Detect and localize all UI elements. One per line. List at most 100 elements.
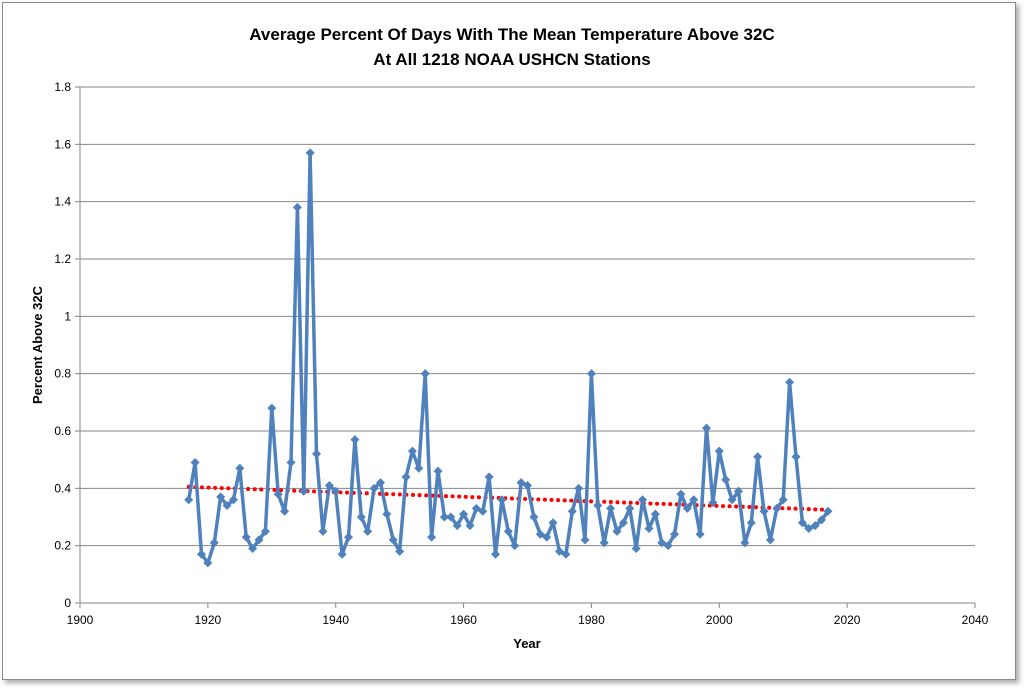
x-tick-label: 1900 xyxy=(67,613,94,627)
trendline xyxy=(186,484,830,512)
data-point-marker xyxy=(312,449,322,459)
data-point-marker xyxy=(516,478,526,488)
data-point-marker xyxy=(785,377,795,387)
data-point-marker xyxy=(817,515,827,525)
data-point-marker xyxy=(567,506,577,516)
data-point-marker xyxy=(216,492,226,502)
data-point-marker xyxy=(459,509,469,519)
data-point-marker xyxy=(625,503,635,513)
data-point-marker xyxy=(235,463,245,473)
data-point-marker xyxy=(184,495,194,505)
y-tick-label: 1.2 xyxy=(54,252,71,266)
data-point-marker xyxy=(778,495,788,505)
data-point-marker xyxy=(324,480,334,490)
data-point-marker xyxy=(203,558,213,568)
data-point-marker xyxy=(580,535,590,545)
data-point-marker xyxy=(273,489,283,499)
data-point-marker xyxy=(797,518,807,528)
y-tick-labels: 0 0.2 0.4 0.6 0.8 1 1.2 1.4 1.6 1.8 xyxy=(54,80,71,610)
data-point-marker xyxy=(593,501,603,511)
data-point-marker xyxy=(574,483,584,493)
y-tick-label: 0.8 xyxy=(54,367,71,381)
data-point-marker xyxy=(631,544,641,554)
data-point-marker xyxy=(702,423,711,433)
y-tick-label: 0.4 xyxy=(54,481,71,495)
data-point-marker xyxy=(644,523,654,533)
data-point-marker xyxy=(292,202,302,212)
y-axis-label: Percent Above 32C xyxy=(30,285,45,404)
data-point-marker xyxy=(638,495,648,505)
data-point-marker xyxy=(375,478,385,488)
data-point-marker xyxy=(363,526,373,536)
y-tick-label: 0.6 xyxy=(54,424,71,438)
data-point-marker xyxy=(248,544,258,554)
data-point-marker xyxy=(772,503,782,513)
data-point-marker xyxy=(331,486,341,496)
data-point-marker xyxy=(714,446,724,456)
data-point-marker xyxy=(740,538,750,548)
data-point-marker xyxy=(484,472,494,482)
data-point-marker xyxy=(350,435,360,445)
data-point-marker xyxy=(344,532,353,542)
data-point-marker xyxy=(395,546,405,556)
data-point-marker xyxy=(548,518,558,528)
data-point-marker xyxy=(746,518,756,528)
x-tick-label: 2040 xyxy=(962,613,989,627)
data-point-marker xyxy=(753,452,763,462)
data-point-marker xyxy=(618,518,628,528)
data-point-marker xyxy=(554,546,564,556)
data-point-marker xyxy=(708,498,718,508)
data-point-marker xyxy=(586,369,596,379)
y-tick-label: 1.6 xyxy=(54,137,71,151)
data-point-marker xyxy=(491,549,501,559)
data-point-marker xyxy=(497,495,507,505)
x-tick-label: 1920 xyxy=(195,613,222,627)
data-point-marker xyxy=(414,463,424,473)
chart-frame xyxy=(2,2,1016,680)
data-point-marker xyxy=(804,523,814,533)
data-point-marker xyxy=(478,506,488,516)
data-point-marker xyxy=(510,541,520,551)
chart-title: Average Percent Of Days With The Mean Te… xyxy=(249,25,774,44)
y-tick-label: 0 xyxy=(64,596,71,610)
x-tick-label: 2020 xyxy=(834,613,861,627)
data-point-marker xyxy=(823,506,833,516)
data-point-marker xyxy=(446,512,456,522)
data-point-marker xyxy=(650,509,660,519)
series-group xyxy=(184,148,833,568)
data-point-marker xyxy=(356,512,366,522)
data-point-marker xyxy=(733,486,743,496)
data-point-marker xyxy=(676,489,686,499)
data-point-marker xyxy=(721,475,731,485)
data-point-marker xyxy=(695,529,705,539)
x-tick-label: 1980 xyxy=(578,613,605,627)
gridlines xyxy=(80,86,975,547)
data-point-marker xyxy=(337,549,347,559)
data-point-marker xyxy=(427,532,437,542)
data-point-marker xyxy=(388,535,398,545)
data-point-marker xyxy=(612,526,622,536)
y-tick-label: 1 xyxy=(64,309,71,323)
y-tick-label: 0.2 xyxy=(54,539,71,553)
data-point-marker xyxy=(529,512,539,522)
data-point-marker xyxy=(689,495,699,505)
data-point-marker xyxy=(254,535,264,545)
x-tick-label: 1960 xyxy=(450,613,477,627)
data-point-marker xyxy=(209,538,219,548)
axes xyxy=(75,86,976,608)
data-point-marker xyxy=(241,532,251,542)
data-point-marker xyxy=(222,501,232,511)
data-point-marker xyxy=(670,529,680,539)
data-point-marker xyxy=(228,495,238,505)
data-point-marker xyxy=(433,466,443,476)
data-point-marker xyxy=(286,458,296,468)
data-point-marker xyxy=(267,403,277,413)
data-point-marker xyxy=(382,509,392,519)
data-point-marker xyxy=(318,526,328,536)
data-point-marker xyxy=(657,538,667,548)
x-tick-label: 2000 xyxy=(706,613,733,627)
data-point-marker xyxy=(280,506,290,516)
data-point-marker xyxy=(503,526,513,536)
data-point-marker xyxy=(190,458,200,468)
